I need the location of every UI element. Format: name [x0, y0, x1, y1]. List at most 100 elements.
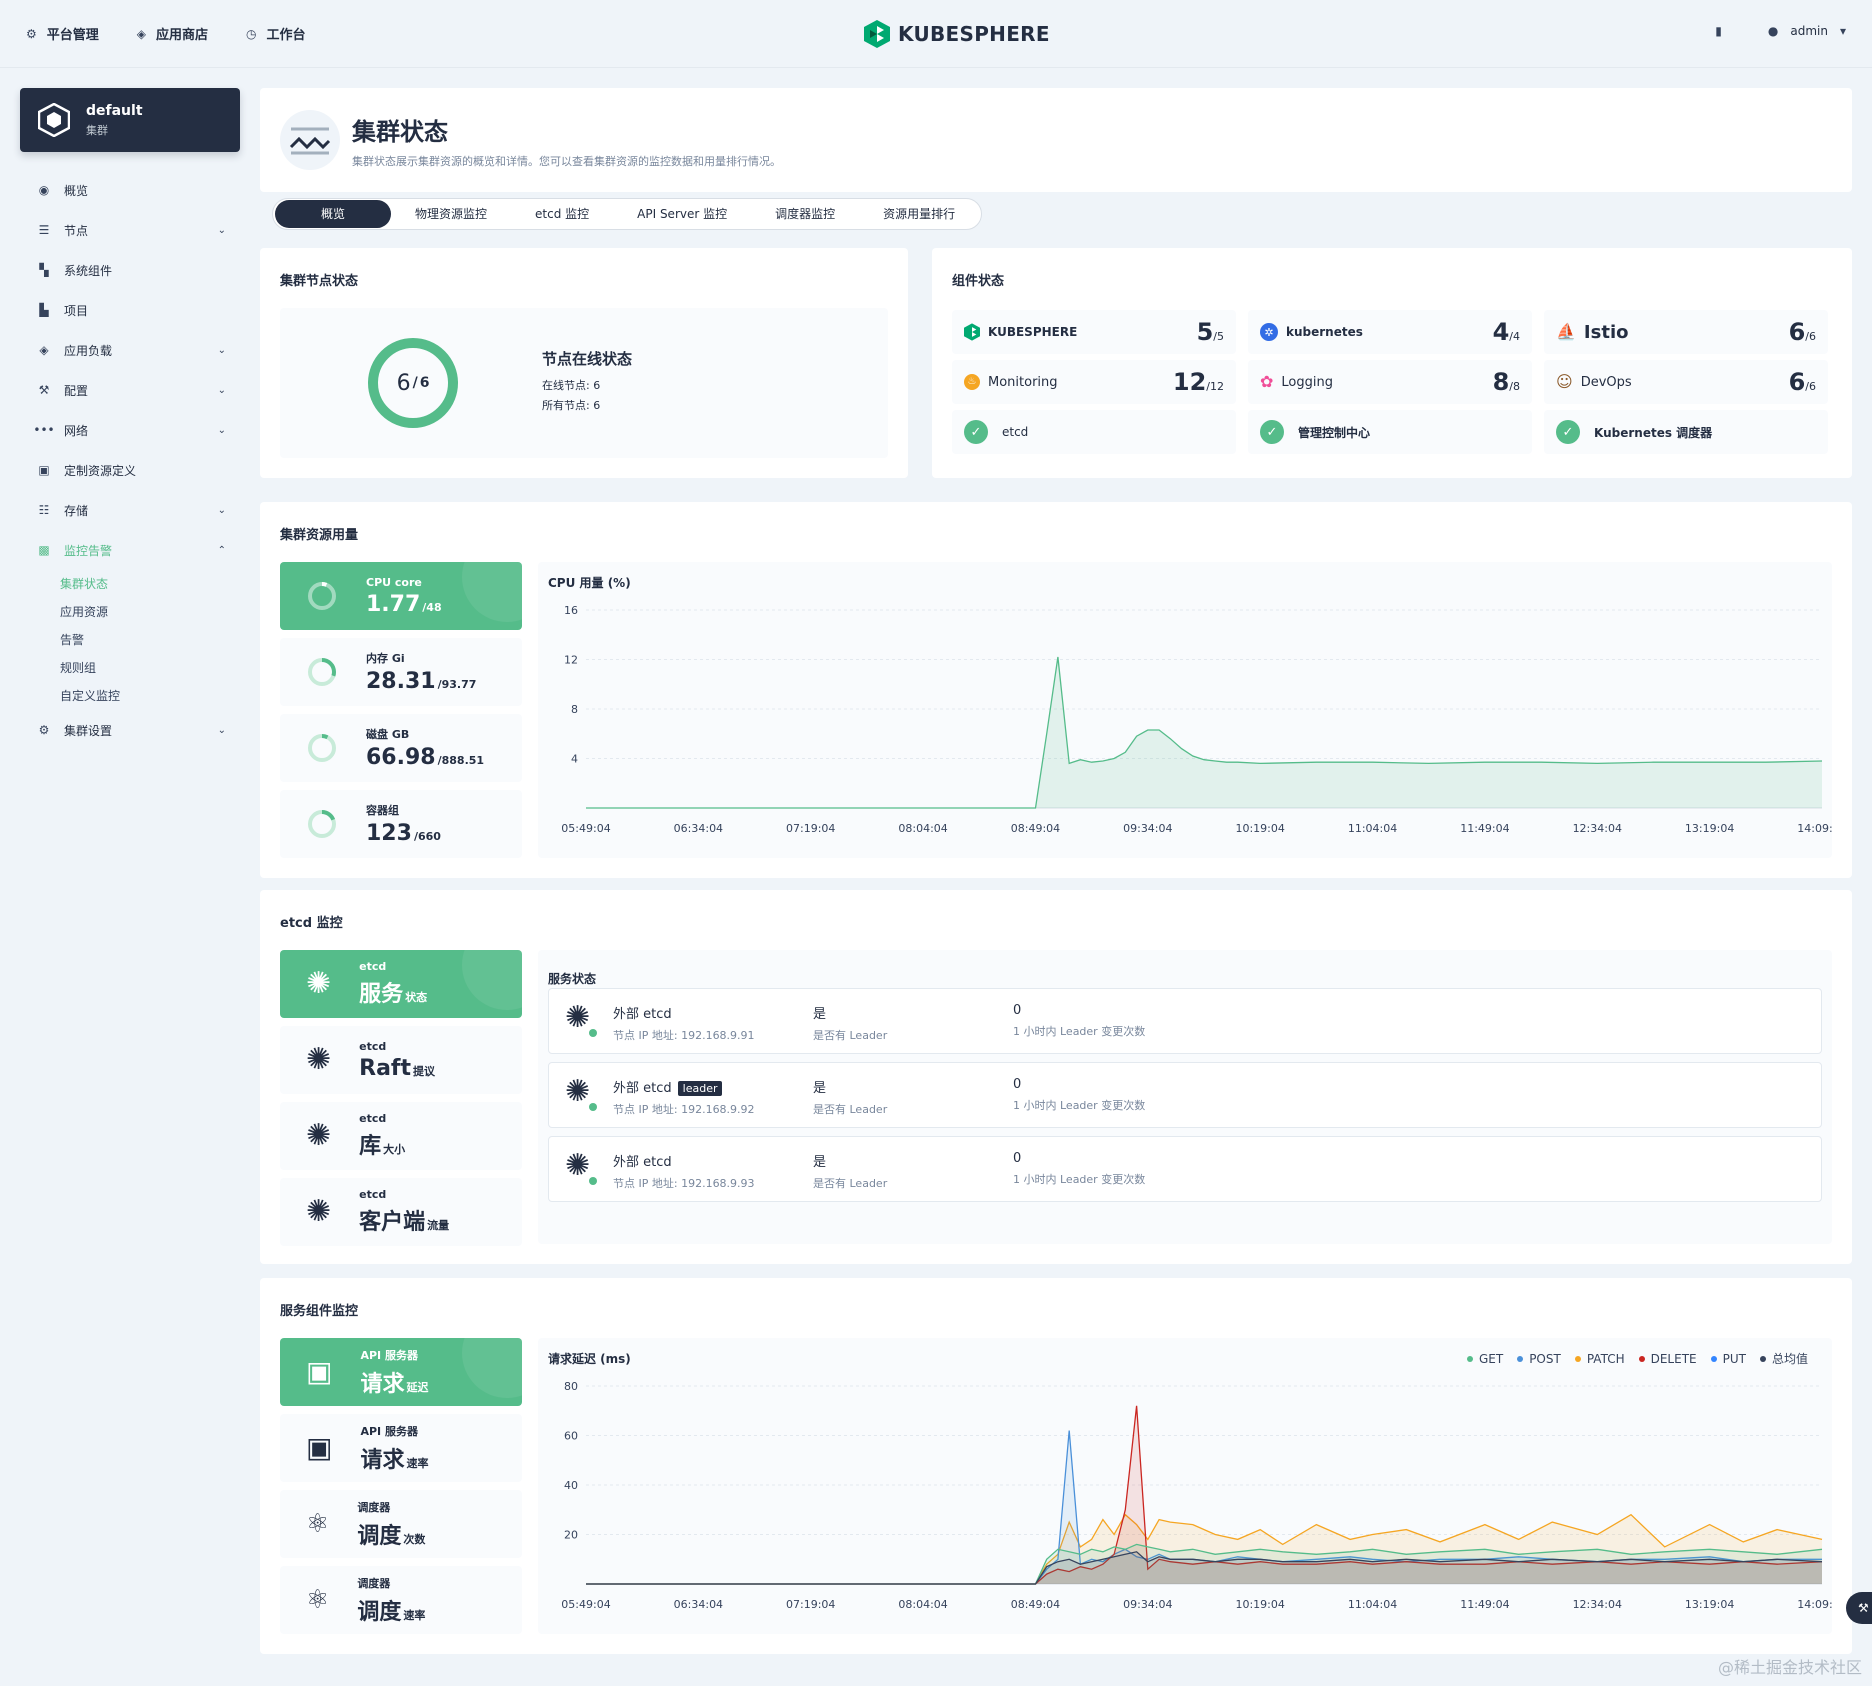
- brand-logo[interactable]: KUBESPHERE: [864, 20, 1050, 48]
- resource-usage-card: 集群资源用量 CPU core 1.77/48 内存 Gi 28.31/93.77 …: [260, 502, 1852, 878]
- metric-scheduler-rate[interactable]: ⚛ 调度器 调度 速率: [280, 1566, 522, 1634]
- sidebar-item-overview[interactable]: ◉ 概览: [20, 170, 240, 210]
- component-count-value: 6: [1788, 318, 1806, 346]
- check-icon: ✓: [1556, 420, 1580, 444]
- chevron-down-icon: ⌄: [217, 724, 226, 736]
- istio-icon: ⛵: [1556, 322, 1576, 341]
- nav-platform[interactable]: ⚙ 平台管理: [26, 24, 99, 44]
- tab-api-server[interactable]: API Server 监控: [637, 207, 728, 221]
- nav-workbench[interactable]: ◷ 工作台: [246, 24, 306, 44]
- metric-pods[interactable]: 容器组 123/660: [280, 790, 522, 858]
- component-controller-manager[interactable]: ✓ 管理控制中心: [1248, 410, 1532, 454]
- node-status-heading: 节点在线状态: [542, 350, 633, 368]
- legend-item-delete[interactable]: DELETE: [1638, 1350, 1697, 1367]
- sidebar-item-projects[interactable]: ▙ 项目: [20, 290, 240, 330]
- monitoring-icon: ♨: [964, 374, 980, 390]
- sidebar-item-monitoring[interactable]: ▩ 监控告警 ⌃: [20, 530, 240, 570]
- etcd-row[interactable]: ✺ 外部 etcd 节点 IP 地址: 192.168.9.91 是是否有 Lea…: [548, 988, 1822, 1054]
- series-line: [586, 1543, 1823, 1585]
- cluster-status-icon: [280, 110, 340, 170]
- sidebar-subitem-rule-groups[interactable]: 规则组: [60, 661, 97, 675]
- tab-physical-resources[interactable]: 物理资源监控: [415, 207, 488, 221]
- metric-api-latency[interactable]: ▣ API 服务器 请求 延迟: [280, 1338, 522, 1406]
- component-kubesphere[interactable]: KUBESPHERE 5/5: [952, 310, 1236, 354]
- component-logging[interactable]: ✿ Logging 8/8: [1248, 360, 1532, 404]
- tool-fab[interactable]: ⚒: [1846, 1592, 1872, 1624]
- etcd-metric-raft-proposals[interactable]: ✺ etcd Raft 提议: [280, 1026, 522, 1094]
- online-dot: [589, 1029, 597, 1037]
- metric-suffix: 速率: [406, 1456, 429, 1470]
- tab-resource-ranking[interactable]: 资源用量排行: [883, 207, 956, 221]
- legend-item-post[interactable]: POST: [1517, 1350, 1561, 1367]
- sidebar-item-label: 监控告警: [64, 543, 113, 558]
- has-leader-value: 是: [813, 1155, 827, 1170]
- legend-item-patch[interactable]: PATCH: [1574, 1350, 1625, 1367]
- sidebar-item-workloads[interactable]: ◈ 应用负载 ⌄: [20, 330, 240, 370]
- sidebar-subitem-app-resources[interactable]: 应用资源: [60, 605, 109, 619]
- leader-changes-value: 0: [1013, 1003, 1022, 1018]
- memory-ring-icon: [308, 658, 336, 686]
- sidebar-subitem-cluster-status[interactable]: 集群状态: [60, 577, 109, 591]
- component-scheduler[interactable]: ✓ Kubernetes 调度器: [1544, 410, 1828, 454]
- sidebar-item-cluster-settings[interactable]: ⚙ 集群设置 ⌄: [20, 710, 240, 750]
- metric-value: 调度: [357, 1523, 402, 1549]
- scheduler-icon: ⚛: [306, 1509, 330, 1539]
- metric-cpu[interactable]: CPU core 1.77/48: [280, 562, 522, 630]
- metric-value: 请求: [360, 1447, 405, 1473]
- sidebar-item-network[interactable]: ••• 网络 ⌄: [20, 410, 240, 450]
- component-monitoring[interactable]: ♨ Monitoring 12/12: [952, 360, 1236, 404]
- legend-item-get[interactable]: GET: [1466, 1350, 1503, 1367]
- etcd-row[interactable]: ✺ 外部 etcd leader 节点 IP 地址: 192.168.9.92 是是…: [548, 1062, 1822, 1128]
- etcd-node-icon: ✺: [565, 1074, 591, 1109]
- y-tick-label: 60: [564, 1430, 578, 1443]
- component-etcd[interactable]: ✓ etcd: [952, 410, 1236, 454]
- metric-memory[interactable]: 内存 Gi 28.31/93.77: [280, 638, 522, 706]
- legend-item-avg[interactable]: 总均值: [1759, 1350, 1808, 1367]
- card-title: 组件状态: [952, 274, 1005, 289]
- nav-app-store[interactable]: ◈ 应用商店: [137, 24, 208, 44]
- etcd-monitoring-card: etcd 监控 ✺ etcd 服务 状态 ✺ etcd Raft 提议 ✺ etcd 库大…: [260, 890, 1852, 1264]
- chevron-down-icon: ⌄: [217, 224, 226, 236]
- metric-label: 内存 Gi: [366, 652, 405, 665]
- component-devops[interactable]: ☺ DevOps 6/6: [1544, 360, 1828, 404]
- docs-icon[interactable]: ▮: [1715, 24, 1722, 38]
- sidebar-item-storage[interactable]: ☷ 存储 ⌄: [20, 490, 240, 530]
- has-leader-label: 是否有 Leader: [813, 1103, 888, 1116]
- component-kubernetes[interactable]: ✲ kubernetes 4/4: [1248, 310, 1532, 354]
- etcd-metric-service-status[interactable]: ✺ etcd 服务 状态: [280, 950, 522, 1018]
- sidebar-subitem-custom-monitoring[interactable]: 自定义监控: [60, 689, 121, 703]
- legend-label: 总均值: [1771, 1352, 1808, 1366]
- sidebar-item-components[interactable]: ▚ 系统组件: [20, 250, 240, 290]
- cluster-selector[interactable]: default 集群: [20, 88, 240, 152]
- sidebar-item-config[interactable]: ⚒ 配置 ⌄: [20, 370, 240, 410]
- metric-disk[interactable]: 磁盘 GB 66.98/888.51: [280, 714, 522, 782]
- etcd-metric-db-size[interactable]: ✺ etcd 库大小: [280, 1102, 522, 1170]
- sidebar-subitem-alerts[interactable]: 告警: [60, 633, 85, 647]
- component-istio[interactable]: ⛵ Istio 6/6: [1544, 310, 1828, 354]
- metric-value: 调度: [357, 1599, 402, 1625]
- legend-dot: [1466, 1355, 1473, 1362]
- nav-label: 工作台: [266, 28, 306, 43]
- component-count-value: 4: [1492, 318, 1510, 346]
- sidebar-item-nodes[interactable]: ☰ 节点 ⌄: [20, 210, 240, 250]
- storage-icon: ☷: [38, 503, 50, 517]
- metric-api-rate[interactable]: ▣ API 服务器 请求 速率: [280, 1414, 522, 1482]
- metric-scheduler-count[interactable]: ⚛ 调度器 调度 次数: [280, 1490, 522, 1558]
- total-nodes-label: 所有节点: 6: [542, 399, 601, 412]
- sidebar-item-label: 配置: [64, 383, 89, 398]
- metric-value: 库: [359, 1134, 382, 1159]
- etcd-metric-client-traffic[interactable]: ✺ etcd 客户端 流量: [280, 1178, 522, 1246]
- sidebar-item-label: 网络: [64, 423, 89, 438]
- metric-suffix: 提议: [413, 1064, 436, 1078]
- tab-scheduler[interactable]: 调度器监控: [775, 207, 836, 221]
- username: admin: [1790, 24, 1828, 38]
- sidebar-item-crd[interactable]: ▣ 定制资源定义: [20, 450, 240, 490]
- latency-chart: 80 60 40 20 05:49:04 06:34:04 07:19:04 08:04:04…: [561, 1380, 1846, 1611]
- etcd-row[interactable]: ✺ 外部 etcd 节点 IP 地址: 192.168.9.93 是是否有 Lea…: [548, 1136, 1822, 1202]
- user-menu[interactable]: ● admin ▾: [1768, 24, 1846, 38]
- tab-etcd[interactable]: etcd 监控: [535, 207, 590, 221]
- x-tick-label: 06:34:04: [674, 1598, 723, 1611]
- tab-overview[interactable]: 概览: [275, 200, 391, 228]
- series-area: [586, 1544, 1822, 1584]
- legend-item-put[interactable]: PUT: [1710, 1350, 1746, 1367]
